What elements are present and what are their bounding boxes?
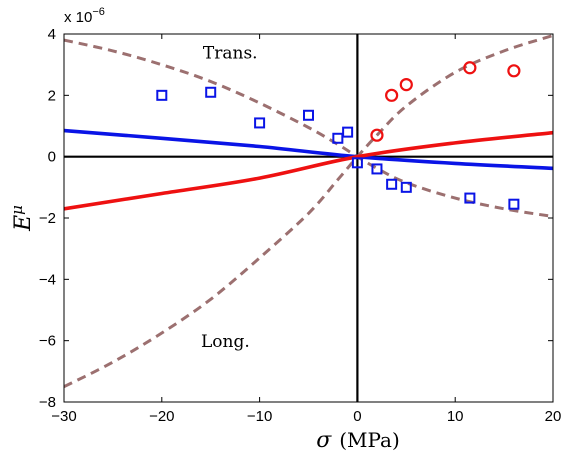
square-marker <box>342 126 354 138</box>
square-marker <box>464 192 476 204</box>
y-tick-label: 2 <box>48 87 56 104</box>
x-tick-label: −10 <box>247 408 272 425</box>
y-scale-factor-base: x 10 <box>64 9 92 26</box>
annotation-trans: Trans. <box>203 44 258 64</box>
x-axis-label-symbol: σ <box>316 428 332 453</box>
y-tick-label: −8 <box>39 394 56 411</box>
series-group <box>64 34 553 402</box>
square-marker <box>351 157 363 169</box>
x-tick-label: 0 <box>353 408 361 425</box>
square-marker <box>508 198 520 210</box>
x-tick-label: 20 <box>545 408 562 425</box>
x-axis-label-unit: (MPa) <box>339 428 400 452</box>
y-axis-label: Eμ <box>8 205 36 232</box>
circle-marker <box>385 88 399 102</box>
y-axis-label-sup: μ <box>8 205 26 215</box>
square-marker <box>254 117 266 129</box>
circle-marker <box>399 77 413 92</box>
y-scale-factor-exp: −6 <box>92 6 105 18</box>
square-marker <box>400 181 412 193</box>
circle-marker <box>370 128 384 142</box>
square-marker <box>332 132 344 144</box>
y-tick-label: 4 <box>48 26 56 43</box>
x-tick-label: −30 <box>51 408 76 425</box>
plot-area: Trans. Long. <box>64 34 553 402</box>
annotation-long: Long. <box>201 332 250 352</box>
solid-curve-2 <box>64 128 553 171</box>
circle-marker <box>507 64 521 78</box>
square-marker <box>205 86 217 98</box>
square-marker <box>303 109 314 121</box>
solid-curve-3 <box>64 130 553 211</box>
y-scale-factor: x 10−6 <box>64 6 105 26</box>
y-tick-label: −4 <box>39 271 56 288</box>
y-tick-label: −2 <box>39 210 56 227</box>
square-marker <box>386 178 398 190</box>
x-axis-label: σ (MPa) <box>316 428 400 453</box>
circle-marker <box>463 61 477 75</box>
y-tick-label: −6 <box>39 333 56 350</box>
y-tick-label: 0 <box>48 149 56 166</box>
square-marker <box>371 163 383 175</box>
x-tick-label: 10 <box>447 408 464 425</box>
square-marker <box>156 89 168 101</box>
y-axis-label-base: E <box>11 215 36 232</box>
dashed-curve-0 <box>64 38 553 218</box>
dashed-curve-1 <box>64 34 553 389</box>
x-tick-label: −20 <box>149 408 174 425</box>
